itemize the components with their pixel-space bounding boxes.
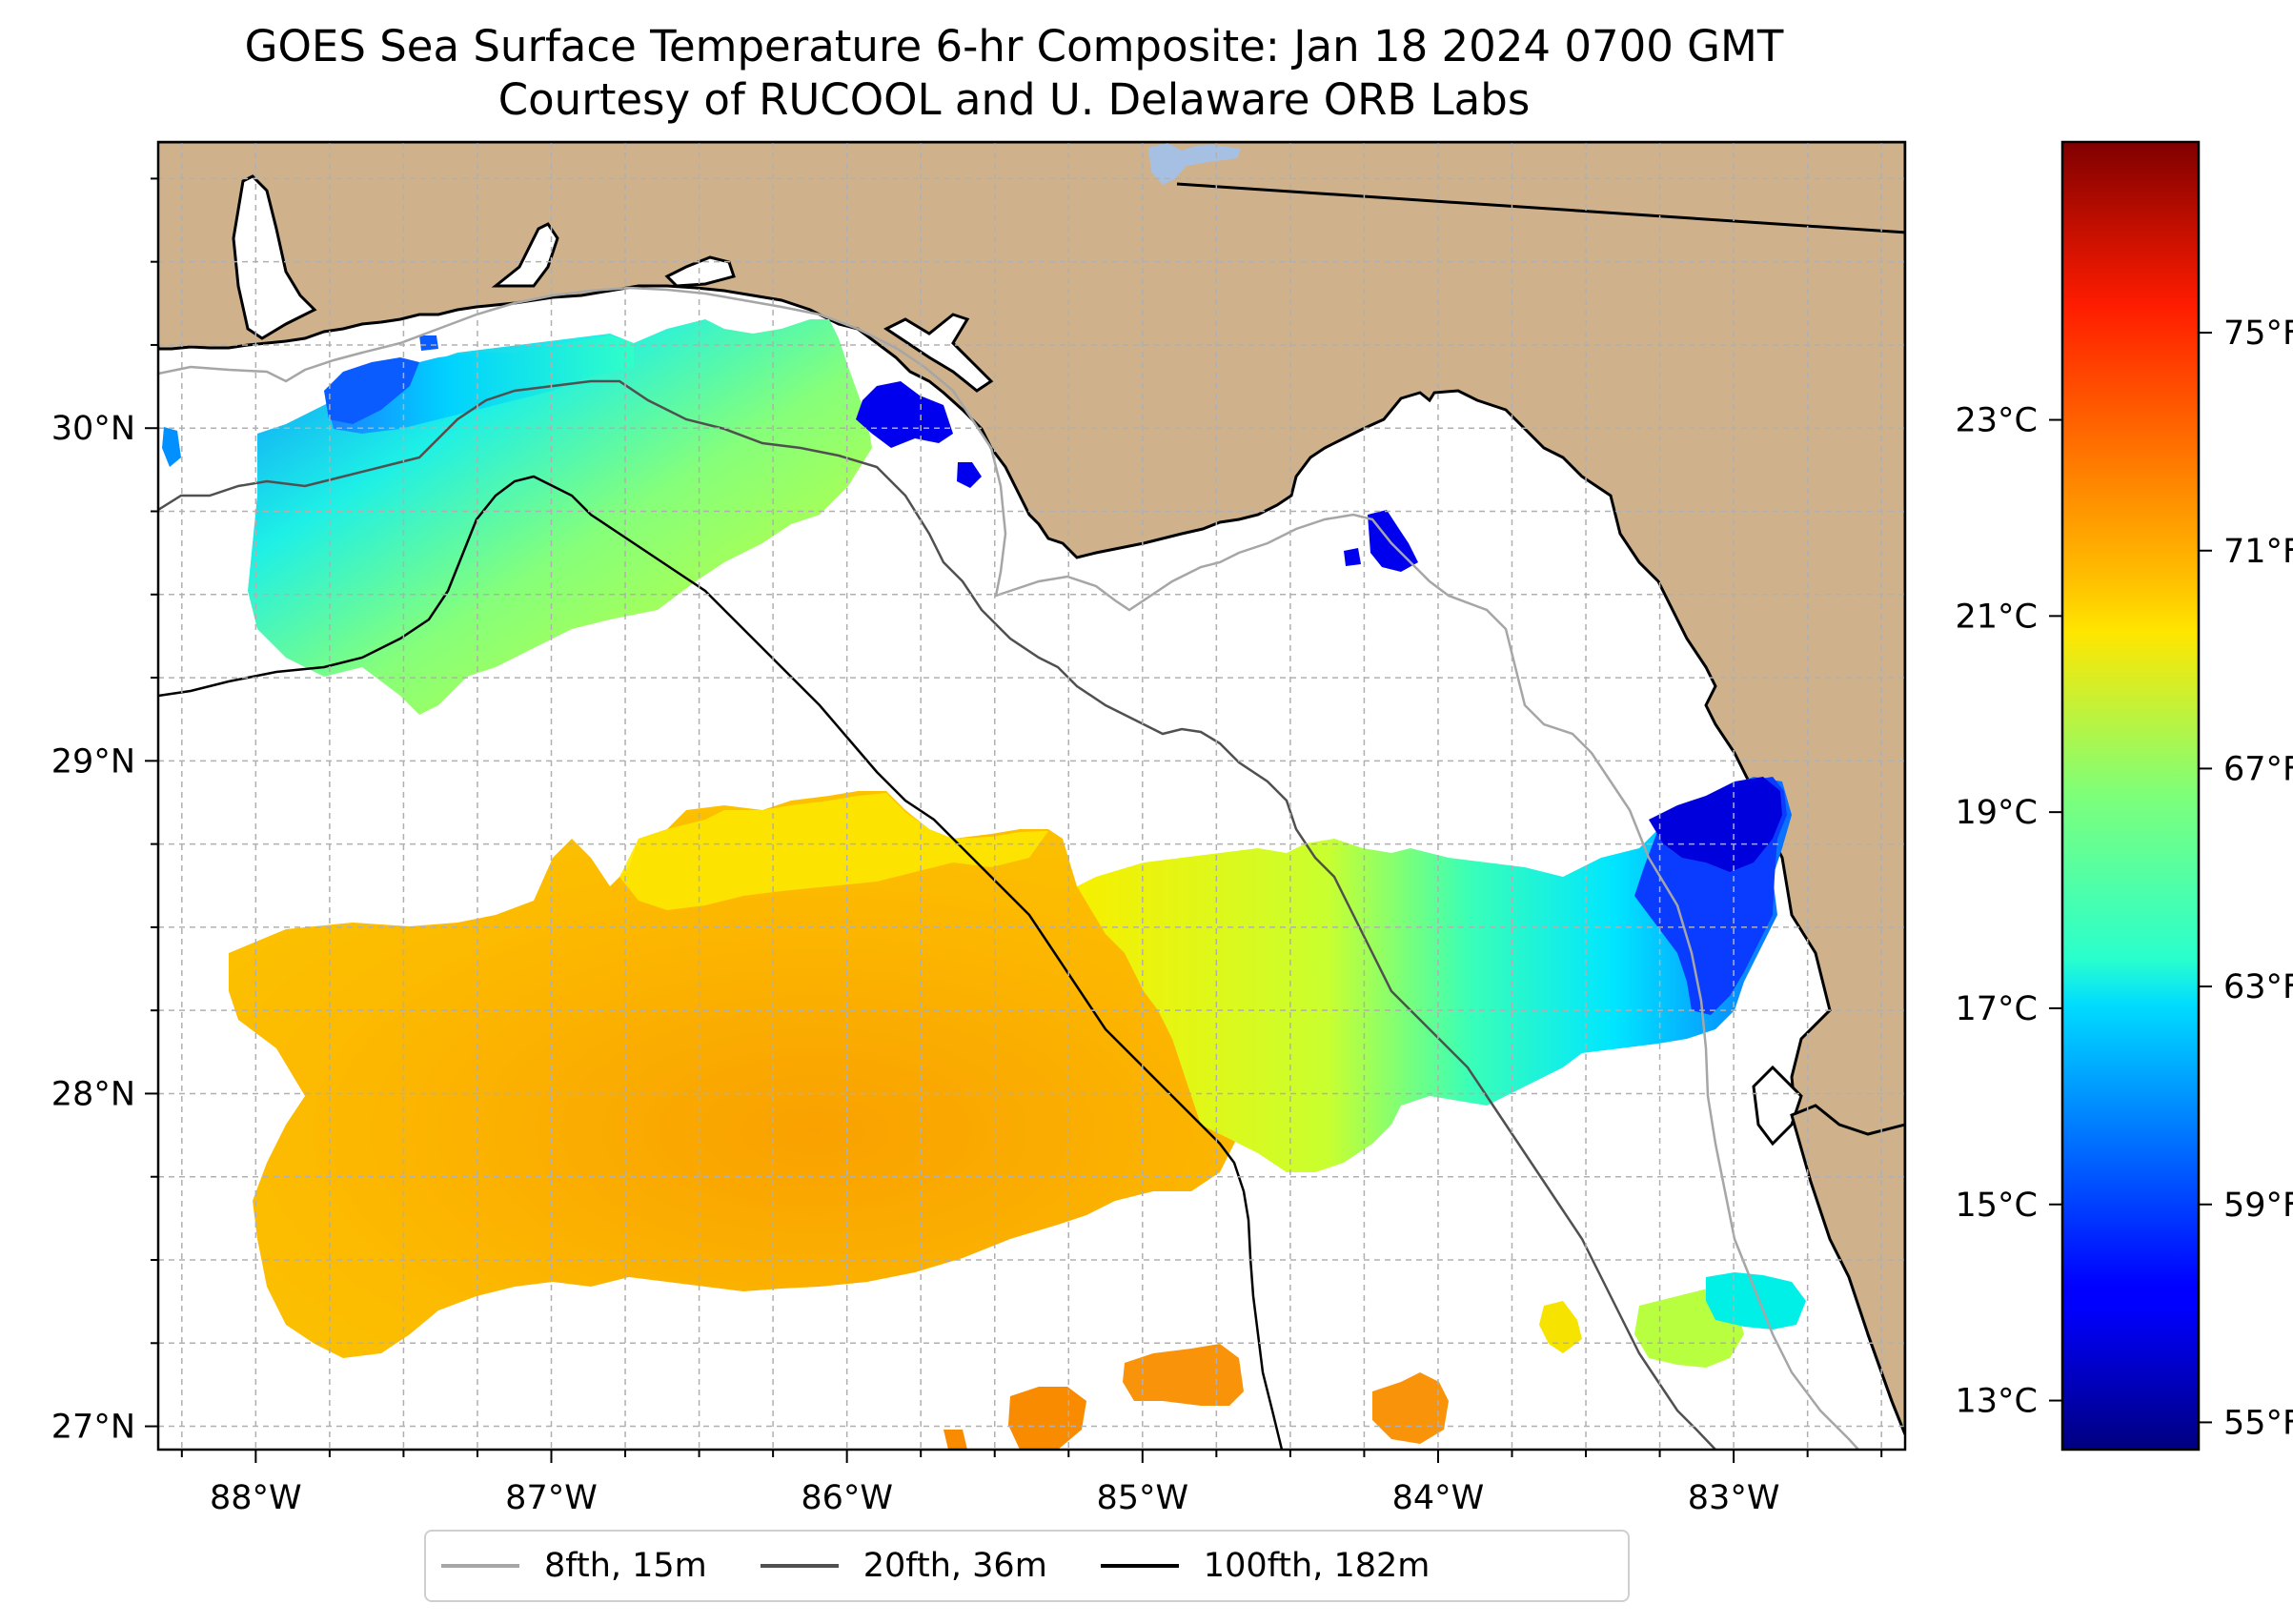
lat-tick-label: 27°N — [51, 1409, 135, 1447]
map-frame — [156, 140, 1907, 1451]
map-axes: 88°W 87°W 86°W 85°W 84°W 83°W 27°N 28°N 29°N 30°N — [51, 177, 1883, 1517]
contour-100fth — [158, 475, 1284, 1450]
colorbar-f-tick-label: 75°F — [2223, 315, 2293, 353]
legend-label: 8fth, 15m — [544, 1547, 707, 1585]
contour-8fth — [158, 286, 1859, 1450]
map-title: GOES Sea Surface Temperature 6-hr Compos… — [244, 21, 1784, 71]
legend-label: 100fth, 182m — [1203, 1547, 1431, 1585]
contour-20fth — [158, 379, 1716, 1450]
legend-item: 8fth, 15m — [441, 1547, 707, 1585]
colorbar-c-tick-label: 17°C — [1956, 990, 2038, 1028]
lon-tick-label: 84°W — [1392, 1479, 1485, 1517]
gridlines — [158, 142, 1905, 1450]
colorbar-c-tick-label: 19°C — [1956, 794, 2038, 832]
lon-tick-label: 87°W — [505, 1479, 598, 1517]
lon-tick-label: 86°W — [801, 1479, 893, 1517]
legend-line-swatch — [441, 1564, 519, 1568]
colorbar-f-tick-label: 63°F — [2223, 968, 2293, 1006]
land-panhandle — [158, 142, 1905, 1435]
lon-tick-label: 83°W — [1688, 1479, 1780, 1517]
lon-tick-label: 88°W — [210, 1479, 302, 1517]
legend-item: 20fth, 36m — [760, 1547, 1047, 1585]
colorbar-c-tick-label: 13°C — [1956, 1383, 2038, 1421]
lat-tick-label: 29°N — [51, 742, 135, 781]
lat-tick-label: 30°N — [51, 410, 135, 448]
legend-item: 100fth, 182m — [1100, 1547, 1431, 1585]
colorbar-f-tick-label: 59°F — [2223, 1187, 2293, 1225]
contour-legend: 8fth, 15m 20fth, 36m 100fth, 182m — [424, 1530, 1630, 1602]
legend-label: 20fth, 36m — [862, 1547, 1047, 1585]
colorbar-c-tick-label: 23°C — [1956, 402, 2038, 440]
colorbar-c-tick-label: 21°C — [1956, 598, 2038, 636]
colorbar-f-tick-label: 55°F — [2223, 1404, 2293, 1442]
colorbar-f-tick-label: 67°F — [2223, 750, 2293, 788]
lake — [1148, 143, 1241, 185]
legend-line-swatch — [760, 1564, 839, 1568]
map-subtitle: Courtesy of RUCOOL and U. Delaware ORB L… — [497, 74, 1531, 125]
state-border — [1176, 182, 1905, 234]
lat-tick-label: 28°N — [51, 1075, 135, 1113]
colorbar — [2060, 140, 2201, 1451]
legend-line-swatch — [1100, 1564, 1179, 1568]
lon-tick-label: 85°W — [1096, 1479, 1188, 1517]
colorbar-c-tick-label: 15°C — [1956, 1187, 2038, 1225]
colorbar-f-tick-label: 71°F — [2223, 533, 2293, 571]
colorbar-ticks: 55°F 59°F 63°F 67°F 71°F 75°F 13°C 15°C 17°C 19°C… — [1956, 315, 2293, 1442]
